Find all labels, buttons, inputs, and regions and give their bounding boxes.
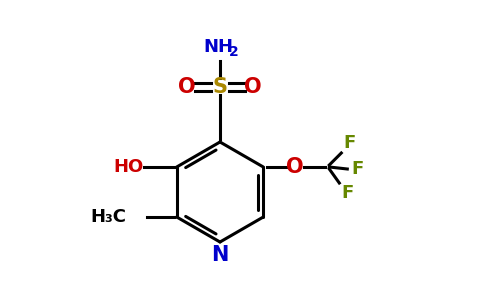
Text: O: O: [287, 157, 304, 177]
Text: F: F: [343, 134, 355, 152]
Text: 2: 2: [229, 45, 239, 59]
Text: O: O: [178, 77, 196, 97]
Text: F: F: [341, 184, 353, 202]
Text: O: O: [244, 77, 262, 97]
Text: H₃C: H₃C: [91, 208, 127, 226]
Text: N: N: [212, 245, 228, 265]
Text: HO: HO: [114, 158, 144, 176]
Text: F: F: [351, 160, 363, 178]
Text: NH: NH: [203, 38, 233, 56]
Text: S: S: [212, 77, 227, 97]
